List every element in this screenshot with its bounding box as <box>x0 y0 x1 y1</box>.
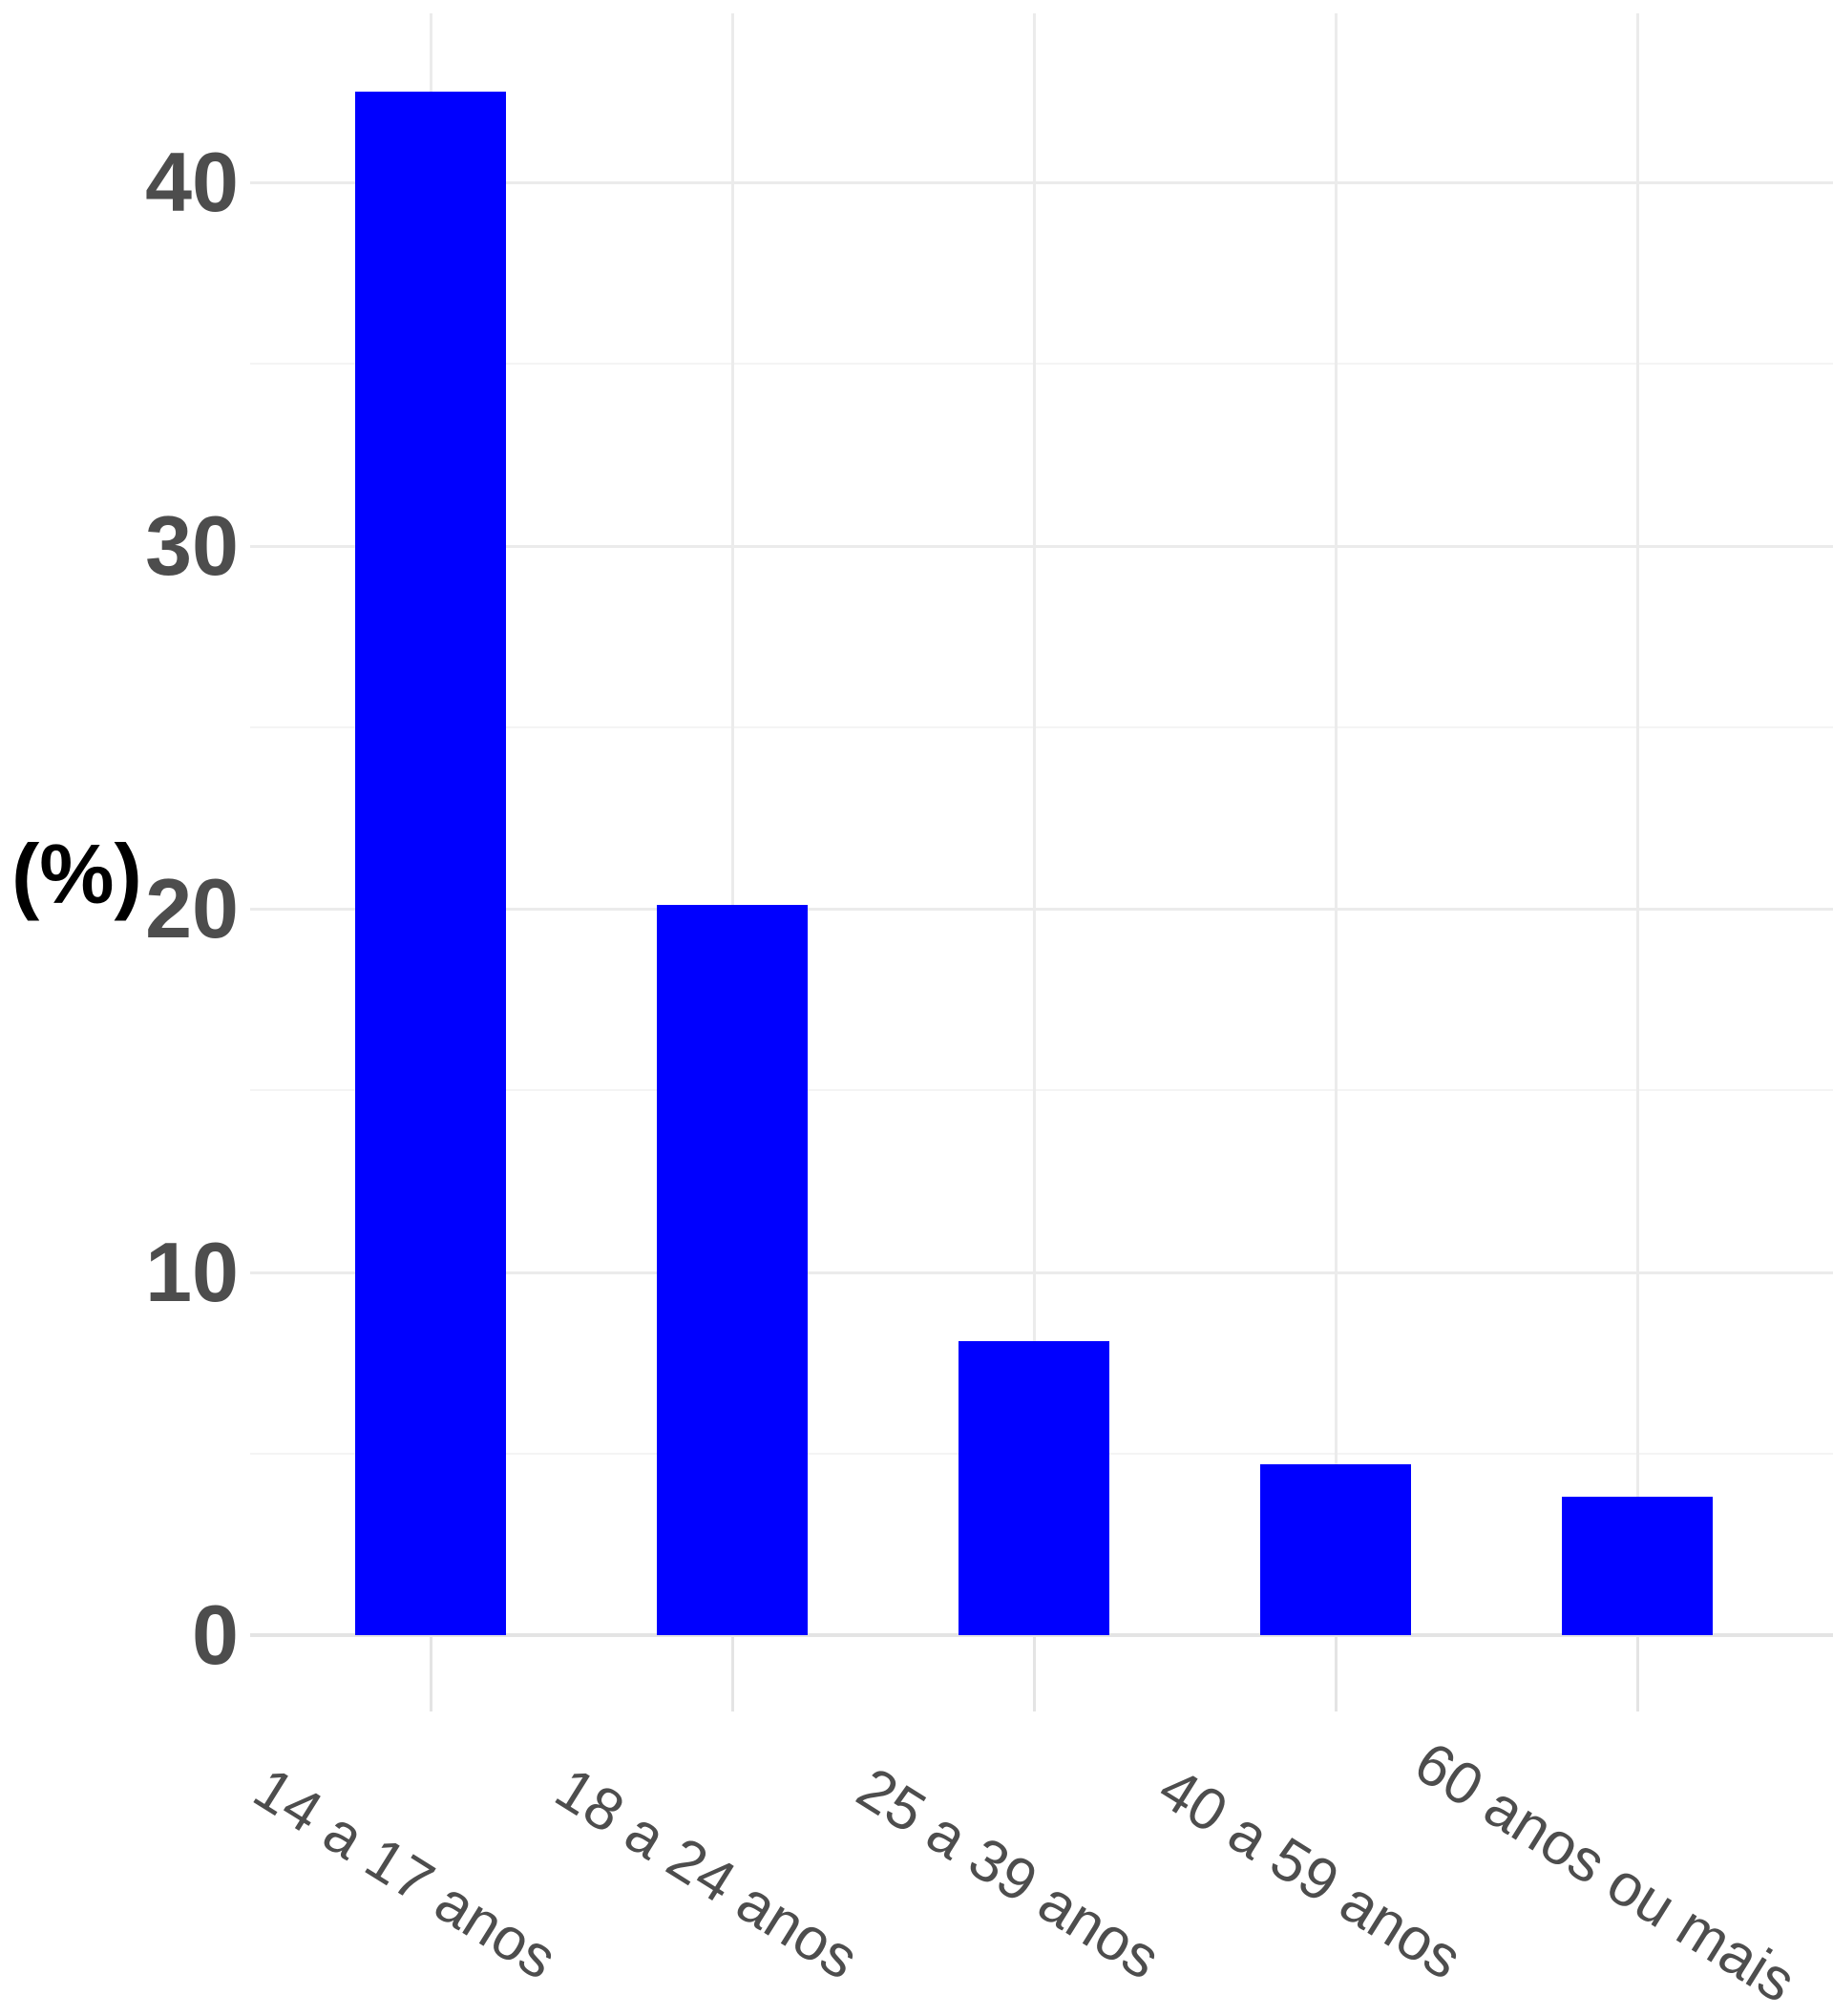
minor-gridline-y <box>250 1089 1833 1092</box>
bar <box>355 91 506 1635</box>
major-gridline-y <box>250 181 1833 184</box>
y-tick-label: 10 <box>145 1224 239 1319</box>
major-gridline-y <box>250 544 1833 548</box>
y-axis-title: (%) <box>11 827 142 921</box>
minor-gridline-y <box>250 363 1833 366</box>
bar <box>1260 1464 1411 1635</box>
bar <box>657 905 808 1635</box>
bar <box>959 1340 1109 1635</box>
y-tick-label: 0 <box>192 1587 239 1682</box>
y-tick-label: 30 <box>145 497 239 593</box>
major-gridline-x <box>1033 13 1036 1635</box>
x-axis-tick <box>430 1635 432 1712</box>
y-tick-label: 20 <box>145 861 239 956</box>
x-tick-label: 18 a 24 anos <box>543 1754 870 1993</box>
x-axis-tick <box>731 1635 734 1712</box>
x-axis-tick <box>1636 1635 1639 1712</box>
x-axis-tick <box>1335 1635 1338 1712</box>
x-tick-label: 60 anos ou mais <box>1402 1729 1807 2016</box>
x-tick-label: 14 a 17 anos <box>242 1754 568 1993</box>
major-gridline-y <box>250 908 1833 911</box>
minor-gridline-y <box>250 725 1833 728</box>
major-gridline-x <box>731 13 734 1635</box>
x-tick-label: 25 a 39 anos <box>845 1754 1171 1993</box>
x-axis-tick <box>1033 1635 1036 1712</box>
major-gridline-x <box>1335 13 1338 1635</box>
bar <box>1562 1497 1713 1635</box>
major-gridline-x <box>1636 13 1639 1635</box>
y-tick-label: 40 <box>145 135 239 229</box>
x-axis-line <box>250 1633 1833 1637</box>
major-gridline-y <box>250 1270 1833 1274</box>
